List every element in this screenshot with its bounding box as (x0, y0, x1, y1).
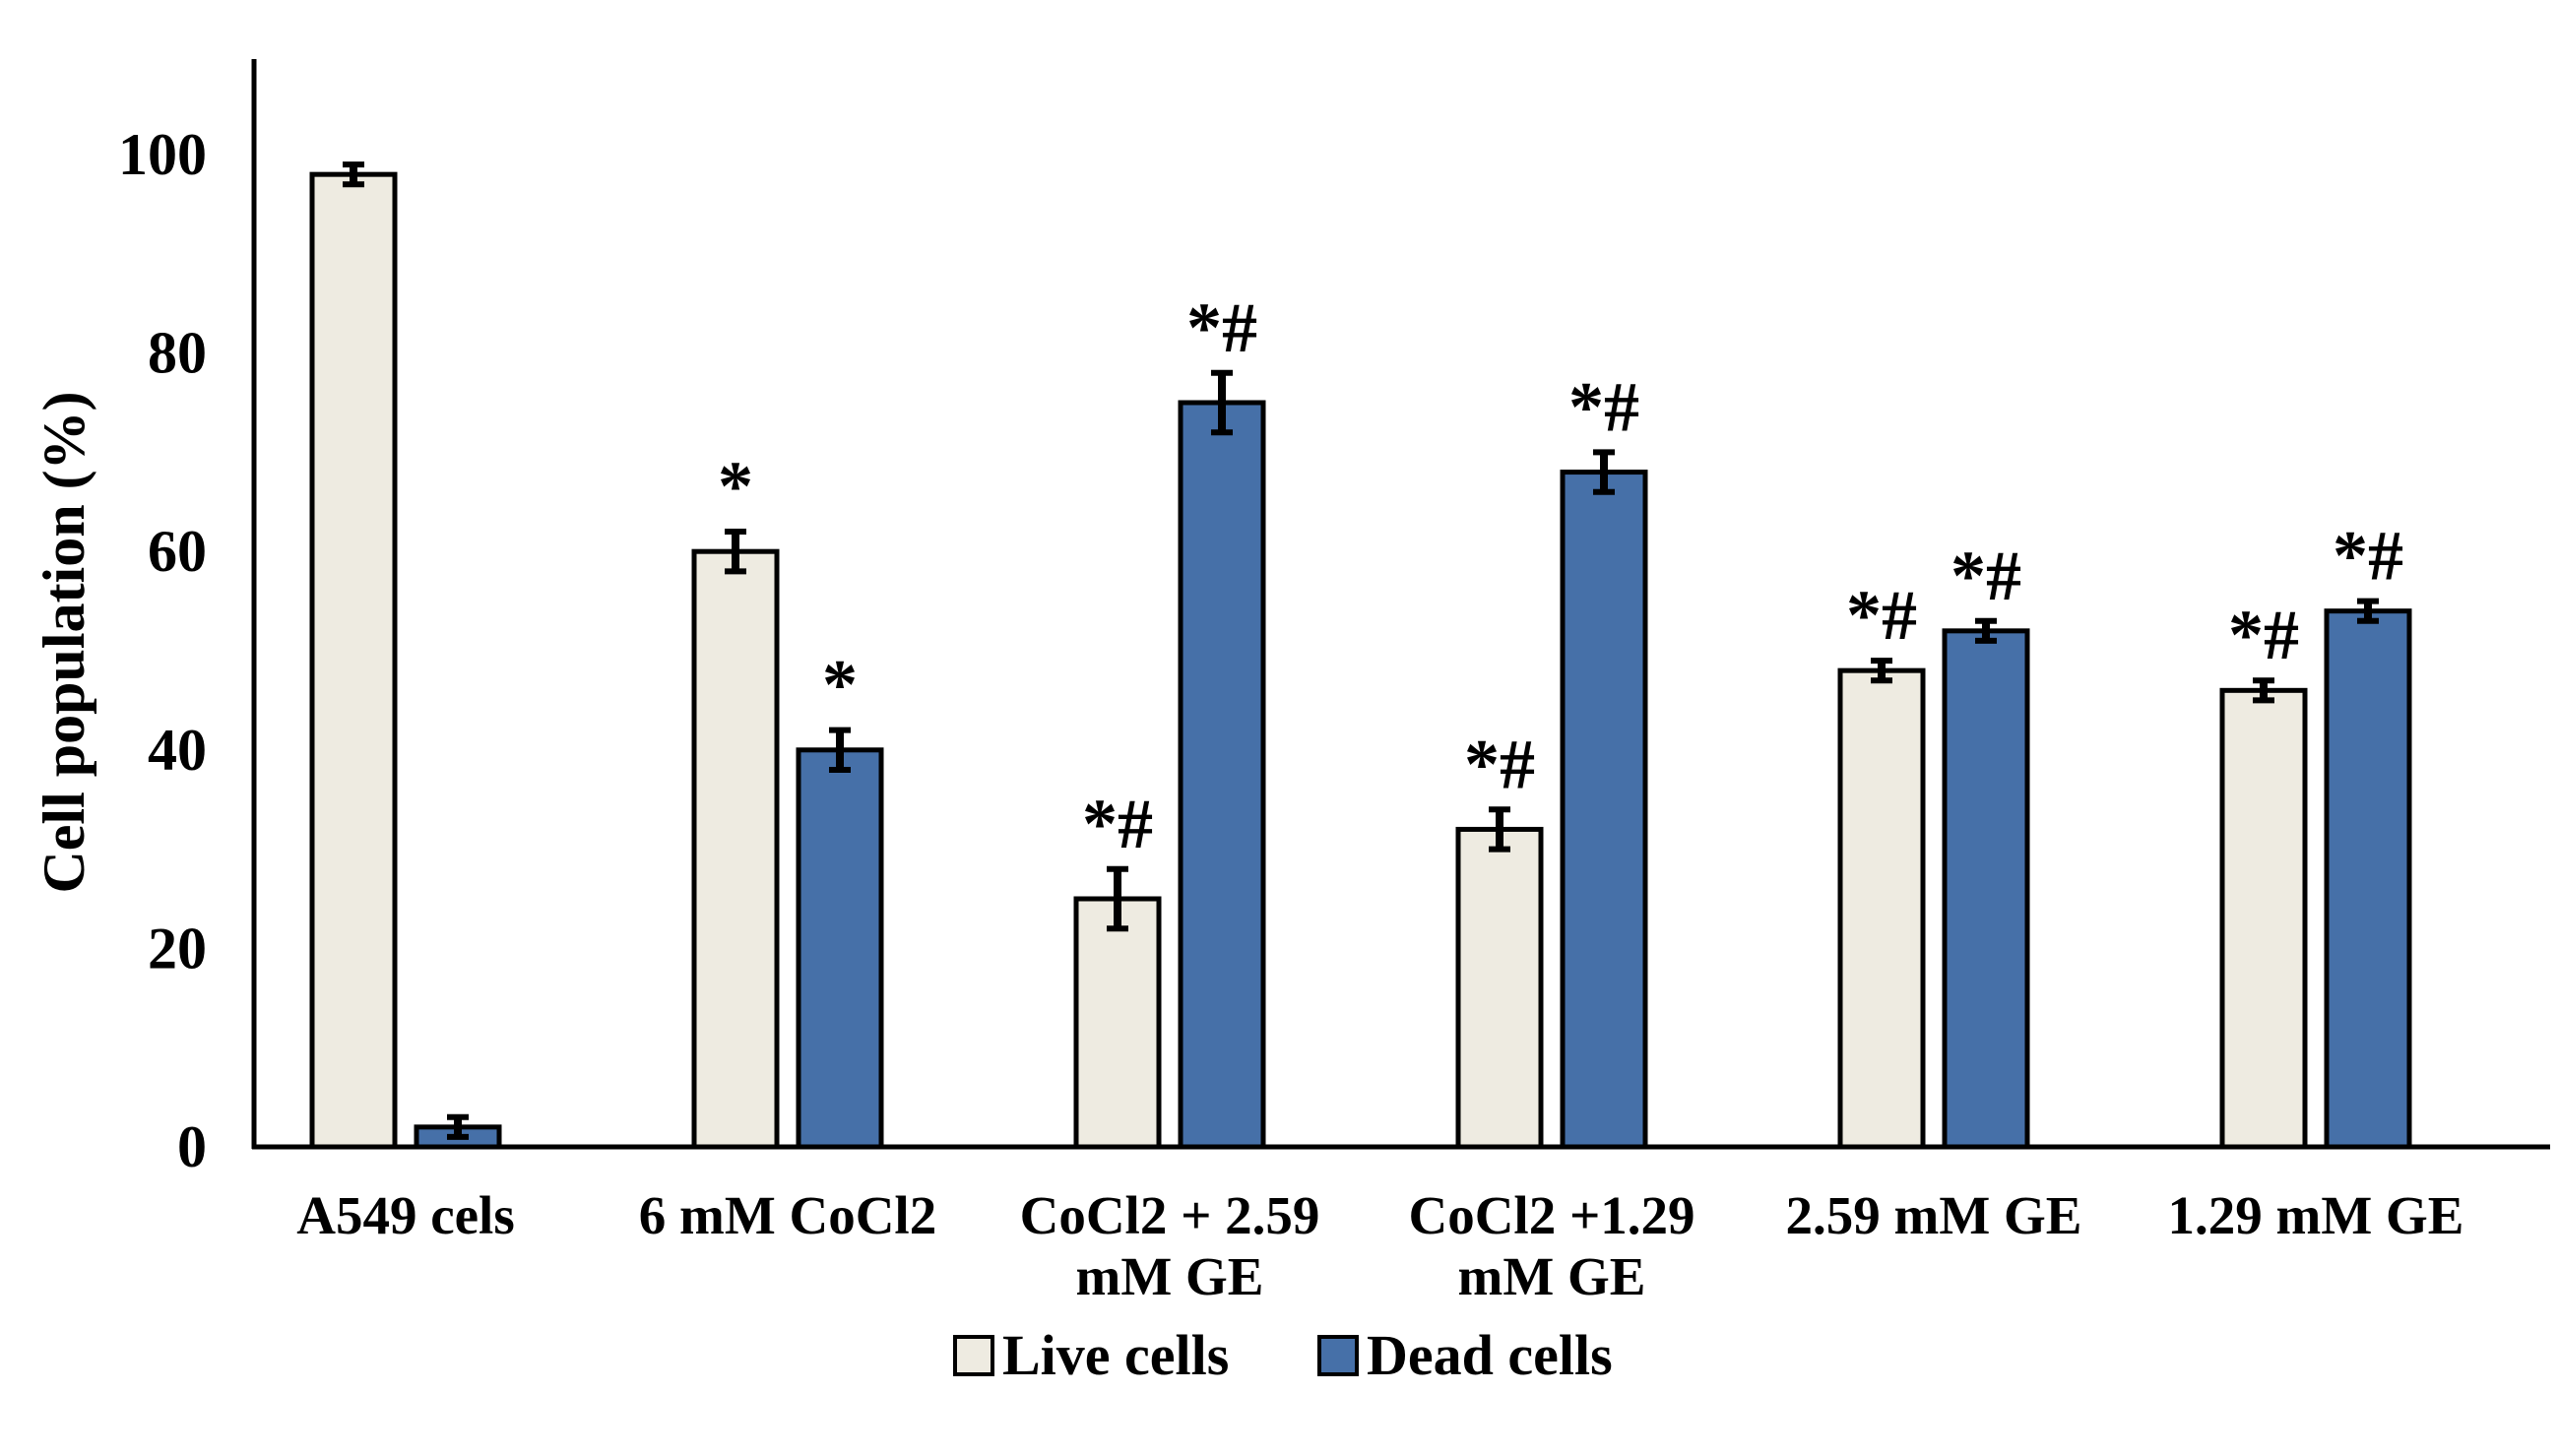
bar-dead-cells (796, 747, 884, 1150)
y-tick-label: 80 (148, 321, 207, 386)
y-axis-title: Cell population (%) (32, 391, 96, 893)
legend-swatch-dead-cells (1317, 1335, 1359, 1376)
bar-dead-cells (1942, 628, 2030, 1150)
legend-label: Live cells (1002, 1323, 1229, 1387)
bar-live-cells (1455, 826, 1544, 1150)
bar-live-cells (1073, 896, 1162, 1150)
x-category-label: 6 mM CoCl2 (639, 1185, 936, 1245)
significance-annotation: *# (2333, 517, 2403, 596)
bar-dead-cells (1178, 400, 1266, 1150)
x-category-label: 2.59 mM GE (1786, 1185, 2082, 1245)
y-tick-label: 100 (118, 122, 207, 187)
bar-live-cells (691, 548, 780, 1150)
significance-annotation: *# (1186, 288, 1257, 367)
legend-label: Dead cells (1367, 1323, 1613, 1387)
y-tick-label: 20 (148, 916, 207, 981)
bar-dead-cells (2324, 608, 2412, 1150)
significance-annotation: *# (1464, 725, 1535, 803)
bar-dead-cells (1560, 470, 1648, 1150)
significance-annotation: *# (2228, 596, 2299, 674)
significance-annotation: * (718, 447, 753, 526)
x-category-label: mM GE (1076, 1246, 1264, 1306)
y-tick-label: 40 (148, 718, 207, 783)
x-category-label: A549 cels (296, 1185, 514, 1245)
legend-swatch-live-cells (953, 1335, 994, 1376)
bar-live-cells (309, 171, 398, 1150)
significance-annotation: *# (1082, 785, 1153, 863)
significance-annotation: *# (1950, 537, 2021, 615)
bar-live-cells (1837, 667, 1926, 1150)
significance-annotation: * (822, 646, 858, 725)
y-tick-label: 60 (148, 519, 207, 584)
x-category-label: CoCl2 +1.29 (1408, 1185, 1695, 1245)
x-category-label: 1.29 mM GE (2168, 1185, 2464, 1245)
significance-annotation: *# (1568, 367, 1639, 446)
x-category-label: CoCl2 + 2.59 (1020, 1185, 1320, 1245)
y-tick-label: 0 (177, 1114, 207, 1179)
significance-annotation: *# (1846, 576, 1917, 655)
bar-live-cells (2219, 687, 2308, 1150)
x-category-label: mM GE (1458, 1246, 1646, 1306)
